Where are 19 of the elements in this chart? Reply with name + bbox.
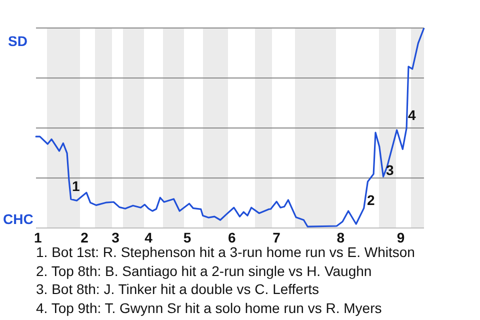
annotation: 4 bbox=[408, 107, 416, 123]
annotation: 3 bbox=[386, 162, 394, 178]
x-tick-label: 7 bbox=[272, 229, 281, 246]
text: 2. Top 8th: B. Santiago hit a 2-run single vs H. Vaughn bbox=[36, 262, 373, 280]
x-tick-label: 9 bbox=[396, 229, 405, 246]
text: 1. Bot 1st: R. Stephenson hit a 3-run home run vs E. Whitson bbox=[36, 243, 415, 262]
x-tick-label: 6 bbox=[228, 229, 236, 246]
text: 3. Bot 8th: J. Tinker hit a double vs C. Lefferts bbox=[36, 280, 320, 298]
x-tick-label: 5 bbox=[183, 229, 192, 246]
x-tick-label: 2 bbox=[80, 229, 89, 246]
annotation: 1 bbox=[72, 178, 80, 194]
annotation: 2 bbox=[367, 192, 375, 208]
text: CHC bbox=[3, 211, 34, 227]
x-tick-label: 8 bbox=[336, 229, 345, 246]
text: SD bbox=[8, 33, 28, 49]
x-tick-label: 1 bbox=[34, 229, 42, 246]
x-tick-label: 4 bbox=[144, 229, 153, 246]
text: 4. Top 9th: T. Gwynn Sr hit a solo home run vs R. Myers bbox=[36, 298, 383, 317]
x-tick-label: 3 bbox=[112, 229, 120, 246]
